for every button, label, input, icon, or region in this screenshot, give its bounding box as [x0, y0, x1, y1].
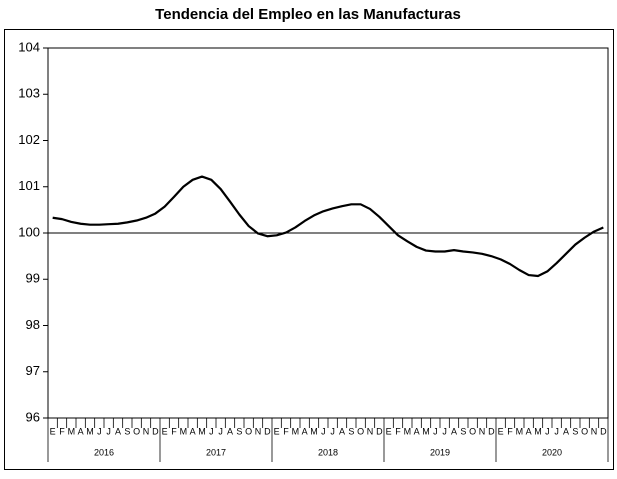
x-tick-label: M: [68, 426, 76, 436]
x-tick-label: J: [433, 426, 438, 436]
x-tick-label: A: [190, 426, 196, 436]
x-tick-label: S: [124, 426, 130, 436]
x-tick-label: J: [97, 426, 102, 436]
x-tick-label: A: [115, 426, 121, 436]
year-label: 2017: [206, 447, 226, 457]
y-tick-label: 103: [18, 86, 40, 101]
x-tick-label: F: [59, 426, 65, 436]
y-tick-label: 100: [18, 224, 40, 239]
x-tick-label: S: [236, 426, 242, 436]
x-tick-label: J: [106, 426, 111, 436]
x-tick-label: E: [386, 426, 392, 436]
x-tick-label: J: [209, 426, 214, 436]
x-tick-label: M: [180, 426, 188, 436]
x-tick-label: M: [198, 426, 206, 436]
x-tick-label: F: [171, 426, 177, 436]
x-tick-label: F: [507, 426, 513, 436]
x-tick-label: J: [218, 426, 223, 436]
x-tick-label: M: [422, 426, 430, 436]
y-tick-label: 98: [26, 317, 40, 332]
x-tick-label: M: [404, 426, 412, 436]
year-label: 2019: [430, 447, 450, 457]
x-tick-label: O: [133, 426, 140, 436]
x-tick-label: E: [162, 426, 168, 436]
x-tick-label: N: [255, 426, 262, 436]
y-tick-label: 99: [26, 271, 40, 286]
x-tick-label: M: [516, 426, 524, 436]
x-tick-label: N: [591, 426, 598, 436]
x-tick-label: M: [534, 426, 542, 436]
x-tick-label: A: [339, 426, 345, 436]
x-tick-label: E: [274, 426, 280, 436]
x-tick-label: O: [581, 426, 588, 436]
x-tick-label: O: [469, 426, 476, 436]
year-label: 2018: [318, 447, 338, 457]
x-tick-label: D: [600, 426, 607, 436]
y-tick-label: 104: [18, 39, 40, 54]
x-tick-label: A: [526, 426, 532, 436]
y-tick-label: 102: [18, 132, 40, 147]
x-tick-label: O: [357, 426, 364, 436]
x-tick-label: F: [395, 426, 401, 436]
x-tick-label: A: [563, 426, 569, 436]
x-tick-label: N: [479, 426, 486, 436]
x-tick-label: A: [78, 426, 84, 436]
x-tick-label: N: [143, 426, 150, 436]
x-tick-label: S: [460, 426, 466, 436]
x-tick-label: F: [283, 426, 289, 436]
x-tick-label: J: [321, 426, 326, 436]
x-tick-label: D: [264, 426, 271, 436]
y-tick-label: 97: [26, 363, 40, 378]
x-tick-label: A: [451, 426, 457, 436]
x-tick-label: A: [227, 426, 233, 436]
x-tick-label: E: [50, 426, 56, 436]
x-tick-label: J: [330, 426, 335, 436]
x-tick-label: M: [292, 426, 300, 436]
x-tick-label: D: [376, 426, 383, 436]
x-tick-label: M: [310, 426, 318, 436]
x-tick-label: D: [488, 426, 495, 436]
x-tick-label: N: [367, 426, 374, 436]
x-tick-label: A: [302, 426, 308, 436]
year-label: 2020: [542, 447, 562, 457]
chart-title: Tendencia del Empleo en las Manufacturas: [155, 6, 461, 23]
x-tick-label: S: [572, 426, 578, 436]
chart-frame: [4, 29, 614, 470]
x-tick-label: J: [554, 426, 559, 436]
y-tick-label: 101: [18, 178, 40, 193]
x-tick-label: J: [545, 426, 550, 436]
year-label: 2016: [94, 447, 114, 457]
x-tick-label: E: [498, 426, 504, 436]
x-tick-label: D: [152, 426, 159, 436]
x-tick-label: J: [442, 426, 447, 436]
x-tick-label: A: [414, 426, 420, 436]
x-tick-label: S: [348, 426, 354, 436]
y-tick-label: 96: [26, 409, 40, 424]
x-tick-label: O: [245, 426, 252, 436]
x-tick-label: M: [86, 426, 94, 436]
data-line: [52, 175, 604, 278]
